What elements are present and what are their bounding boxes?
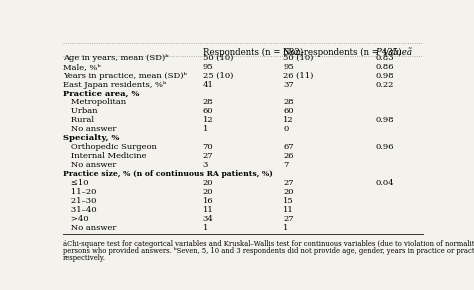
Text: 0.96: 0.96 — [375, 143, 394, 151]
Text: ≤10: ≤10 — [63, 179, 89, 187]
Text: 70: 70 — [202, 143, 213, 151]
Text: 0.22: 0.22 — [375, 81, 393, 89]
Text: Metropolitan: Metropolitan — [63, 99, 126, 106]
Text: 20: 20 — [202, 188, 213, 196]
Text: Practice area, %: Practice area, % — [63, 90, 139, 97]
Text: 28: 28 — [202, 99, 213, 106]
Text: Respondents (n = 682): Respondents (n = 682) — [202, 48, 303, 57]
Text: 50 (10): 50 (10) — [283, 54, 314, 62]
Text: 16: 16 — [202, 197, 213, 205]
Text: 60: 60 — [202, 107, 213, 115]
Text: 26: 26 — [283, 152, 294, 160]
Text: 0.86: 0.86 — [375, 63, 394, 71]
Text: 20: 20 — [283, 188, 294, 196]
Text: 20: 20 — [202, 179, 213, 187]
Text: Practice size, % (n of continuous RA patients, %): Practice size, % (n of continuous RA pat… — [63, 170, 273, 178]
Text: Male, %ᵇ: Male, %ᵇ — [63, 63, 100, 71]
Text: 0.98: 0.98 — [375, 116, 394, 124]
Text: P valueã: P valueã — [375, 48, 412, 57]
Text: Rural: Rural — [63, 116, 94, 124]
Text: 27: 27 — [283, 215, 294, 223]
Text: 67: 67 — [283, 143, 294, 151]
Text: Years in practice, mean (SD)ᵇ: Years in practice, mean (SD)ᵇ — [63, 72, 187, 80]
Text: 1: 1 — [283, 224, 289, 231]
Text: 34: 34 — [202, 215, 213, 223]
Text: 50 (10): 50 (10) — [202, 54, 233, 62]
Text: No answer: No answer — [63, 224, 116, 231]
Text: Non-respondents (n = 435): Non-respondents (n = 435) — [283, 48, 402, 57]
Text: 12: 12 — [202, 116, 213, 124]
Text: 11: 11 — [202, 206, 213, 214]
Text: 25 (10): 25 (10) — [202, 72, 233, 80]
Text: 0.98: 0.98 — [375, 72, 394, 80]
Text: 12: 12 — [283, 116, 294, 124]
Text: Age in years, mean (SD)ᵇ: Age in years, mean (SD)ᵇ — [63, 54, 169, 62]
Text: 15: 15 — [283, 197, 294, 205]
Text: East Japan residents, %ᵇ: East Japan residents, %ᵇ — [63, 81, 166, 89]
Text: 27: 27 — [283, 179, 294, 187]
Text: 27: 27 — [202, 152, 213, 160]
Text: 37: 37 — [283, 81, 294, 89]
Text: 95: 95 — [202, 63, 213, 71]
Text: ãChi-square test for categorical variables and Kruskal–Wallis test for continuou: ãChi-square test for categorical variabl… — [63, 240, 474, 248]
Text: 41: 41 — [202, 81, 213, 89]
Text: 0.83: 0.83 — [375, 54, 394, 62]
Text: 11: 11 — [283, 206, 294, 214]
Text: 1: 1 — [202, 224, 208, 231]
Text: persons who provided answers. ᵇSeven, 5, 10 and 3 respondents did not provide ag: persons who provided answers. ᵇSeven, 5,… — [63, 247, 474, 255]
Text: 3: 3 — [202, 161, 208, 169]
Text: Specialty, %: Specialty, % — [63, 134, 119, 142]
Text: 95: 95 — [283, 63, 294, 71]
Text: 0.04: 0.04 — [375, 179, 394, 187]
Text: Orthopedic Surgeon: Orthopedic Surgeon — [63, 143, 157, 151]
Text: 0: 0 — [283, 125, 289, 133]
Text: Urban: Urban — [63, 107, 98, 115]
Text: 31–40: 31–40 — [63, 206, 97, 214]
Text: 21–30: 21–30 — [63, 197, 96, 205]
Text: No answer: No answer — [63, 161, 116, 169]
Text: 60: 60 — [283, 107, 294, 115]
Text: 28: 28 — [283, 99, 294, 106]
Text: 1: 1 — [202, 125, 208, 133]
Text: 7: 7 — [283, 161, 289, 169]
Text: Internal Medicine: Internal Medicine — [63, 152, 146, 160]
Text: No answer: No answer — [63, 125, 116, 133]
Text: 11–20: 11–20 — [63, 188, 96, 196]
Text: >40: >40 — [63, 215, 89, 223]
Text: ãChi-square test for categorical variables and Kruskal–Wallis test for continuou: ãChi-square test for categorical variabl… — [0, 289, 1, 290]
Text: respectively.: respectively. — [63, 254, 106, 262]
Text: 26 (11): 26 (11) — [283, 72, 314, 80]
